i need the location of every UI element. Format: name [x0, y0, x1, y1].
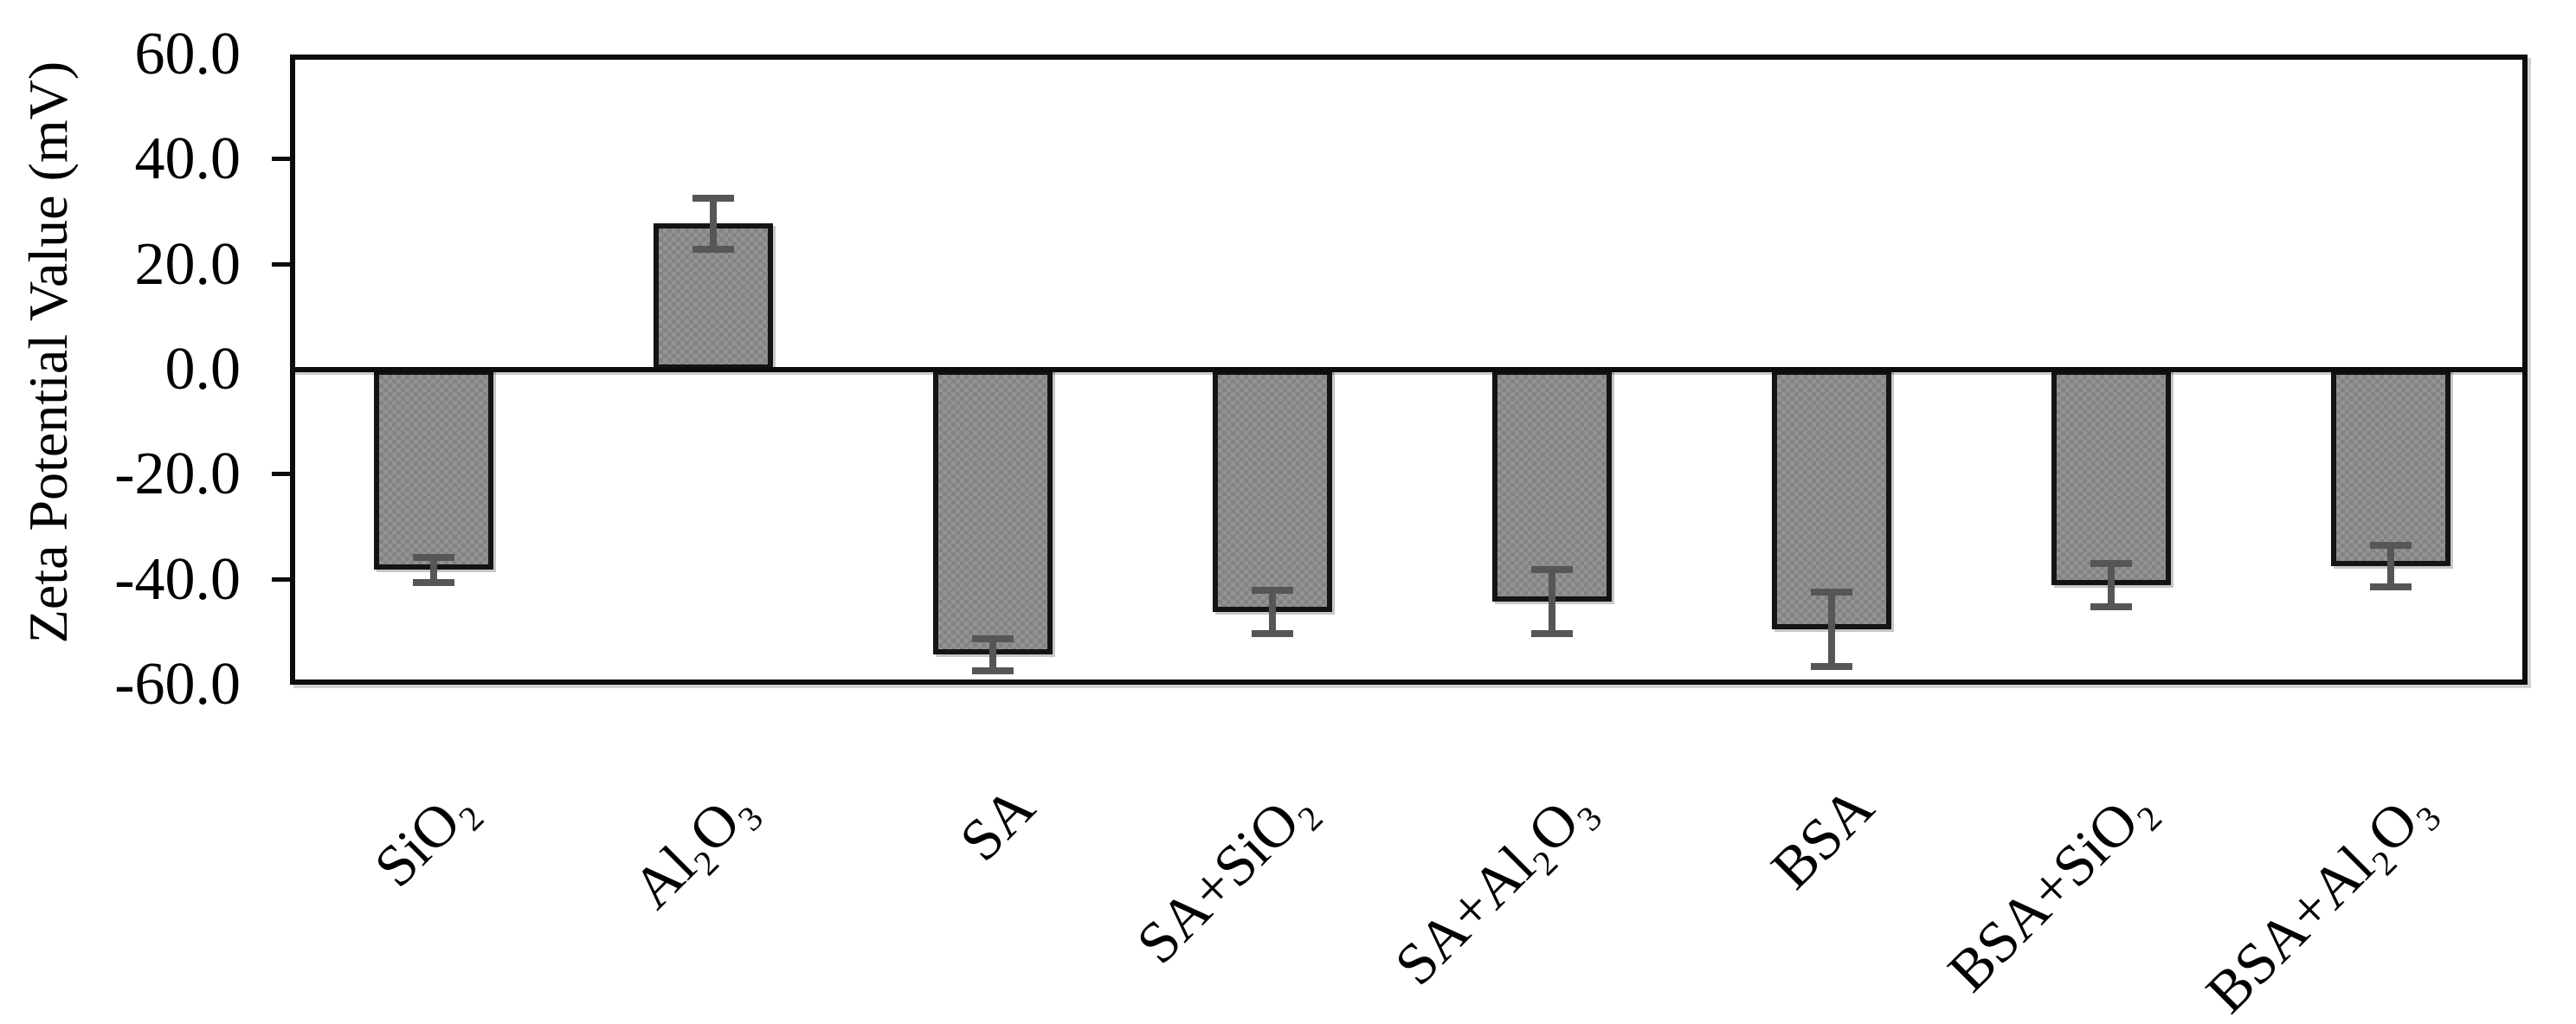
x-axis-label: BSA: [1758, 773, 1886, 901]
error-bar-cap: [2090, 559, 2133, 567]
y-axis-tick-mark: [272, 576, 290, 582]
error-bar: [1549, 570, 1556, 634]
bar-5: [1492, 370, 1613, 602]
x-axis-label: Al₂O₃: [620, 773, 768, 921]
error-bar-cap: [1251, 630, 1293, 638]
error-bar-cap: [971, 667, 1014, 675]
x-axis-label: SA: [947, 773, 1047, 873]
bar-6: [1772, 370, 1892, 629]
error-bar-cap: [1811, 588, 1853, 596]
error-bar: [709, 197, 717, 250]
bar-7: [2051, 370, 2172, 585]
error-bar: [2387, 545, 2395, 587]
y-tick-label: -20.0: [114, 441, 241, 508]
y-axis-tick-mark: [272, 472, 290, 477]
error-bar-cap: [692, 194, 734, 202]
error-bar-cap: [1531, 566, 1574, 574]
error-bar-cap: [1251, 587, 1293, 595]
x-axis-label: BSA+SiO₂: [1935, 773, 2166, 1004]
error-bar-cap: [1811, 662, 1853, 670]
error-bar-cap: [412, 578, 454, 586]
error-bar-cap: [412, 553, 454, 561]
zero-baseline: [290, 367, 2528, 372]
y-axis-tick-mark: [272, 157, 290, 162]
bar-4: [1212, 370, 1332, 613]
bar-8: [2331, 370, 2451, 566]
y-tick-label: -40.0: [114, 545, 241, 613]
x-axis-label: SA+SiO₂: [1124, 773, 1327, 976]
y-tick-label: 20.0: [134, 230, 242, 298]
bar-3: [932, 370, 1053, 655]
x-axis-label: SA+Al₂O₃: [1381, 773, 1607, 998]
error-bar: [2108, 563, 2116, 607]
y-tick-label: 0.0: [164, 336, 242, 403]
error-bar-cap: [1531, 630, 1574, 638]
y-tick-label: -60.0: [114, 651, 241, 718]
error-bar-cap: [2370, 583, 2412, 590]
error-bar: [989, 638, 996, 672]
x-axis-label: SiO₂: [361, 773, 488, 900]
error-bar-cap: [692, 246, 734, 254]
bar-1: [373, 370, 493, 570]
y-tick-label: 60.0: [134, 21, 242, 87]
y-axis-tick-mark: [272, 261, 290, 267]
x-axis-label: BSA+Al₂O₃: [2193, 773, 2445, 1024]
y-tick-label: 40.0: [134, 126, 242, 193]
error-bar-cap: [2370, 542, 2412, 550]
error-bar: [429, 557, 437, 583]
error-bar: [1828, 591, 1836, 667]
error-bar: [1268, 590, 1276, 634]
error-bar-cap: [971, 634, 1014, 642]
error-bar-cap: [2090, 602, 2133, 610]
